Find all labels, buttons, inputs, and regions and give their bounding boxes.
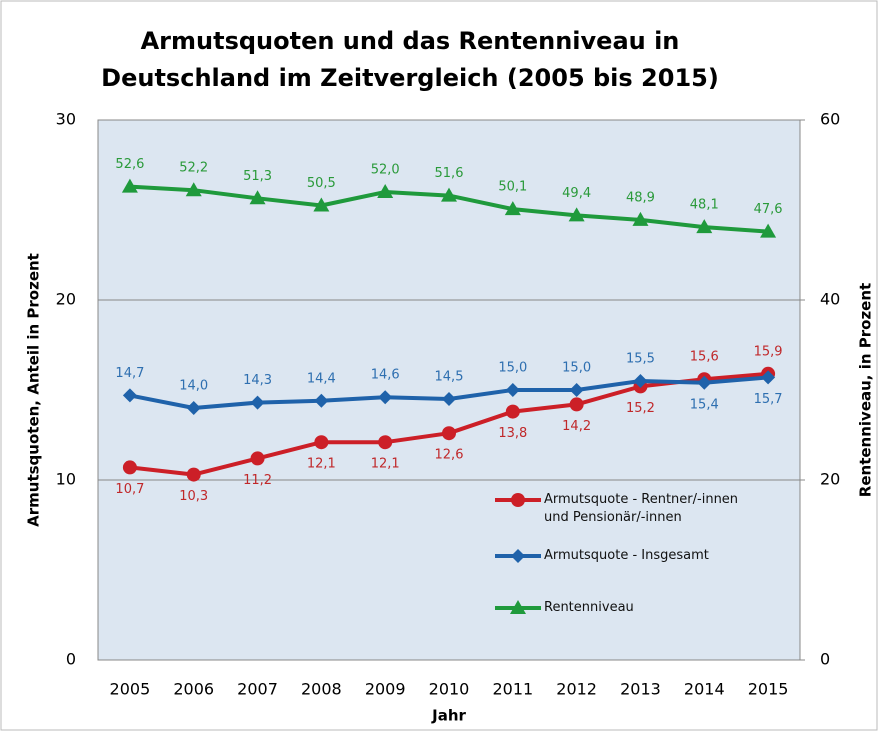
y2-axis-label: Rentenniveau, in Prozent: [857, 283, 875, 497]
data-label: 14,7: [115, 366, 144, 381]
data-label: 13,8: [498, 426, 527, 441]
data-label: 15,4: [690, 397, 719, 412]
marker: [511, 493, 525, 507]
data-label: 15,7: [754, 392, 783, 407]
x-tick-label: 2006: [173, 680, 214, 699]
x-tick-label: 2011: [492, 680, 533, 699]
data-label: 15,5: [626, 352, 655, 367]
marker: [378, 390, 393, 405]
y-tick-label: 20: [56, 290, 76, 309]
y2-tick-label: 60: [820, 110, 840, 129]
x-tick-label: 2012: [556, 680, 597, 699]
marker: [696, 219, 713, 234]
marker: [442, 426, 456, 441]
x-tick-label: 2014: [684, 680, 725, 699]
x-tick-label: 2009: [365, 680, 406, 699]
marker: [505, 404, 520, 419]
legend-label: Armutsquote - Rentner/-innen und Pension…: [544, 492, 739, 525]
marker: [250, 395, 265, 410]
x-tick-label: 2008: [301, 680, 342, 699]
data-label: 11,2: [243, 473, 272, 488]
y2-tick-label: 20: [820, 470, 840, 489]
chart-title: Armutsquoten und das Rentenniveau in: [141, 27, 680, 55]
marker: [314, 435, 329, 450]
data-label: 10,3: [179, 489, 208, 504]
y-tick-label: 30: [56, 110, 76, 129]
legend-label: Rentenniveau: [544, 600, 634, 615]
x-tick-label: 2007: [237, 680, 278, 699]
marker: [186, 401, 201, 415]
data-label: 14,0: [179, 379, 208, 394]
data-label: 10,7: [115, 482, 144, 497]
data-label: 51,6: [435, 166, 464, 181]
data-label: 12,6: [435, 448, 464, 463]
data-label: 14,4: [307, 371, 336, 386]
marker: [377, 184, 394, 198]
marker: [569, 397, 584, 412]
plot-area: [97, 119, 801, 661]
data-label: 47,6: [754, 202, 783, 217]
data-label: 51,3: [243, 169, 272, 184]
data-label: 12,1: [307, 457, 336, 472]
data-label: 15,0: [498, 361, 527, 376]
marker: [249, 190, 266, 205]
marker: [122, 460, 137, 475]
marker: [632, 211, 649, 226]
marker: [378, 435, 393, 450]
data-label: 14,2: [562, 419, 591, 434]
data-label: 12,1: [371, 457, 400, 472]
x-tick-label: 2015: [748, 680, 789, 699]
data-label: 14,6: [371, 368, 400, 383]
data-label: 15,6: [690, 350, 719, 365]
marker: [250, 451, 265, 466]
data-label: 50,5: [307, 176, 336, 191]
data-label: 52,2: [179, 161, 208, 176]
y2-tick-label: 40: [820, 290, 840, 309]
data-label: 15,0: [562, 361, 591, 376]
marker: [511, 549, 525, 563]
x-tick-label: 2013: [620, 680, 661, 699]
marker: [185, 182, 202, 197]
y-tick-label: 0: [66, 650, 76, 669]
data-label: 52,6: [115, 157, 144, 172]
x-axis-label: Jahr: [431, 707, 466, 725]
marker: [760, 223, 777, 238]
marker: [569, 383, 584, 397]
marker: [505, 383, 520, 397]
data-label: 15,9: [754, 344, 783, 359]
marker: [441, 187, 457, 202]
data-label: 14,5: [435, 370, 464, 385]
marker: [633, 374, 648, 388]
y-axis-label: Armutsquoten, Anteil in Prozent: [25, 253, 43, 527]
marker: [697, 375, 712, 390]
marker: [568, 207, 585, 222]
legend-label: Armutsquote - Insgesamt: [544, 548, 709, 563]
marker: [442, 392, 456, 406]
marker: [121, 178, 138, 193]
x-tick-label: 2005: [110, 680, 151, 699]
data-label: 50,1: [498, 180, 527, 195]
data-label: 15,2: [626, 401, 655, 416]
y2-tick-label: 0: [820, 650, 830, 669]
data-label: 52,0: [371, 163, 400, 178]
y-tick-label: 10: [56, 470, 76, 489]
x-tick-label: 2010: [429, 680, 470, 699]
marker: [314, 393, 329, 408]
marker: [186, 467, 201, 482]
data-label: 48,1: [690, 198, 719, 213]
marker: [761, 370, 776, 385]
marker: [313, 197, 330, 212]
data-label: 48,9: [626, 190, 655, 205]
data-label: 49,4: [562, 186, 591, 201]
marker: [510, 600, 526, 614]
data-label: 14,3: [243, 373, 272, 388]
marker: [504, 201, 521, 216]
chart-title: Deutschland im Zeitvergleich (2005 bis 2…: [101, 64, 719, 92]
marker: [122, 388, 137, 403]
